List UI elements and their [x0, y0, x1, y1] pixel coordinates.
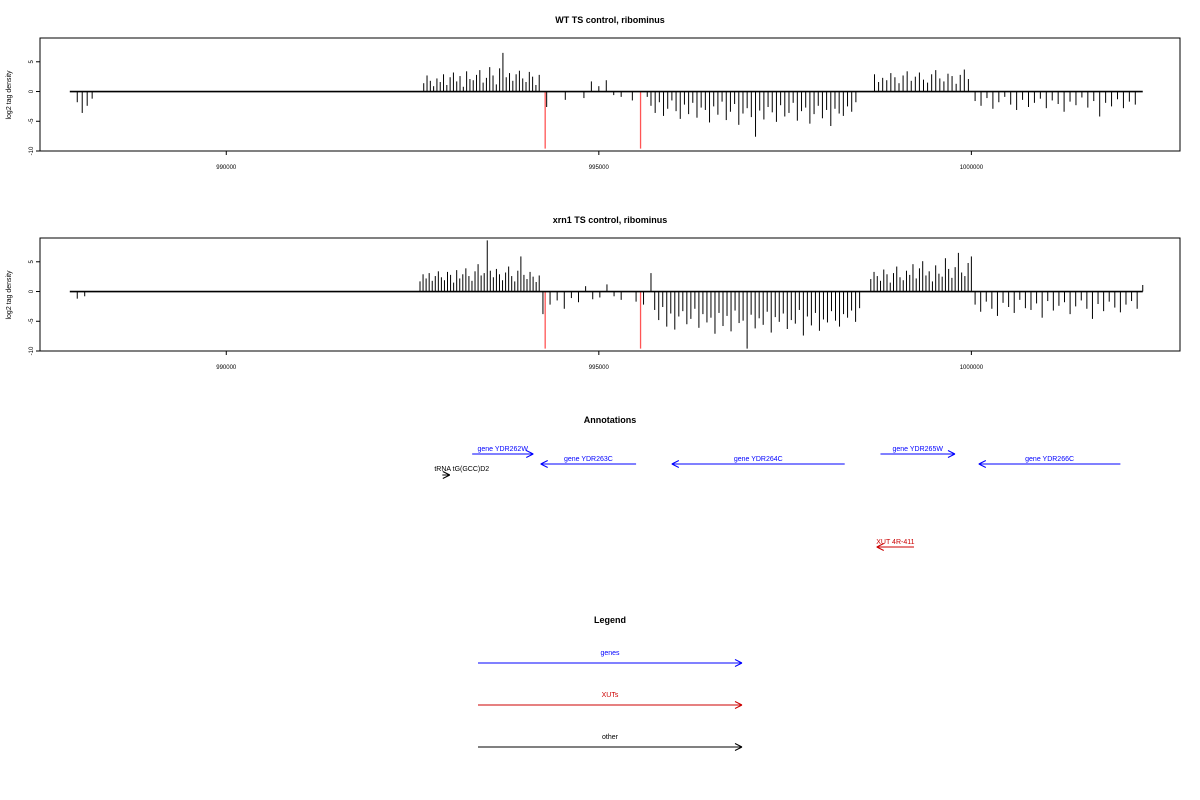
xrn1-plot-frame	[39, 237, 1181, 352]
annotation-label: tRNA tG(GCC)D2	[434, 466, 489, 473]
legend-label-other: other	[602, 734, 619, 741]
xrn1-panel-title: xrn1 TS control, ribominus	[553, 215, 668, 225]
annotation-genes-3: gene YDR265W	[880, 446, 956, 458]
legend: Legend genes XUTs other	[478, 615, 743, 751]
wt-xtick-label-995000: 995000	[589, 165, 610, 171]
annotation-genes-2: gene YDR264C	[671, 456, 845, 468]
wt-ytick-label-0: 0	[29, 89, 35, 93]
annotations-title: Annotations	[584, 415, 637, 425]
xrn1-axis-ticks: 990000 995000 1000000 -10 -5 0 5	[29, 259, 984, 371]
wt-axis-ticks: 990000 995000 1000000 -10 -5 0 5	[29, 59, 984, 171]
xrn1-ytick-label-0: 0	[29, 289, 35, 293]
annotation-arrow	[442, 471, 451, 479]
legend-arrow-genes	[478, 659, 743, 667]
legend-item-other: other	[478, 734, 743, 751]
wt-ytick-label--5: -5	[29, 118, 35, 124]
annotation-arrow	[978, 460, 1121, 468]
annotation-label: gene YDR262W	[477, 446, 528, 453]
annotation-genes-1: gene YDR263C	[540, 456, 637, 468]
annotation-arrow	[540, 460, 637, 468]
annotation-label: gene YDR266C	[1025, 456, 1074, 463]
xrn1-ytick-label--10: -10	[29, 346, 35, 355]
wt-ytick-label-5: 5	[29, 59, 35, 63]
wt-panel-title: WT TS control, ribominus	[555, 15, 665, 25]
legend-arrow-XUTs	[478, 701, 743, 709]
wt-signal-bars	[76, 52, 1136, 137]
annotation-label: gene YDR263C	[564, 456, 613, 463]
legend-arrow-other	[478, 743, 743, 751]
xrn1-ylabel: log2 tag density	[6, 270, 13, 320]
annotation-label: gene YDR264C	[734, 456, 783, 463]
legend-item-XUTs: XUTs	[478, 692, 743, 709]
annotation-arrow	[880, 450, 956, 458]
xrn1-ytick-label--5: -5	[29, 318, 35, 324]
annotation-items: gene YDR262W gene YDR263C gene YDR264C gene…	[434, 446, 1121, 551]
xrn1-xtick-label-1000000: 1000000	[960, 365, 984, 371]
annotation-label: XUT 4R-411	[876, 539, 914, 546]
wt-xtick-label-990000: 990000	[216, 165, 237, 171]
xrn1-xtick-label-990000: 990000	[216, 365, 237, 371]
annotation-arrow	[671, 460, 845, 468]
wt-xtick-label-1000000: 1000000	[960, 165, 984, 171]
legend-title: Legend	[594, 615, 626, 625]
annotation-arrow	[472, 450, 534, 458]
xrn1-density-panel: xrn1 TS control, ribominus log2 tag dens…	[6, 215, 1181, 371]
legend-items: genes XUTs other	[478, 650, 743, 751]
xrn1-highlight-bars	[544, 291, 642, 349]
xrn1-signal-bars	[76, 240, 1144, 349]
wt-ytick-label--10: -10	[29, 146, 35, 155]
xrn1-xtick-label-995000: 995000	[589, 365, 610, 371]
legend-label-genes: genes	[600, 650, 620, 657]
annotation-label: gene YDR265W	[892, 446, 943, 453]
wt-plot-frame	[39, 37, 1181, 152]
wt-density-panel: WT TS control, ribominus log2 tag densit…	[6, 15, 1181, 171]
wt-ylabel: log2 tag density	[6, 70, 13, 120]
legend-item-genes: genes	[478, 650, 743, 667]
annotation-XUTs-6: XUT 4R-411	[876, 539, 915, 551]
annotation-arrow	[876, 543, 914, 551]
annotation-other-5: tRNA tG(GCC)D2	[434, 466, 489, 479]
wt-highlight-bars	[544, 91, 642, 149]
annotation-genes-0: gene YDR262W	[472, 446, 534, 458]
legend-label-XUTs: XUTs	[602, 692, 619, 699]
annotation-genes-4: gene YDR266C	[978, 456, 1121, 468]
xrn1-ytick-label-5: 5	[29, 259, 35, 263]
